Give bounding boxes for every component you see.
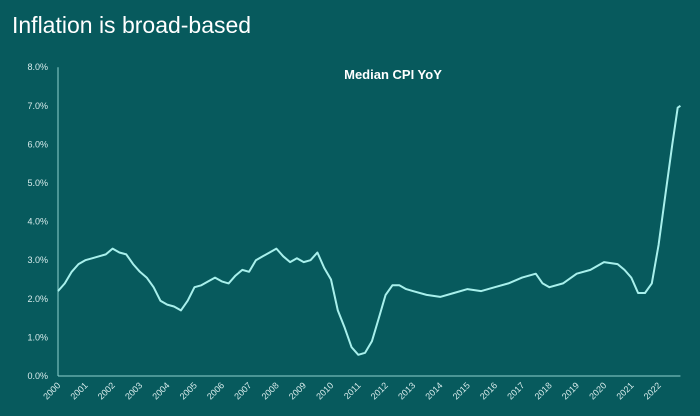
x-tick-label: 2017 bbox=[505, 380, 526, 401]
x-tick-label: 2011 bbox=[342, 380, 363, 401]
series-line bbox=[57, 104, 681, 356]
x-tick-label: 2002 bbox=[96, 380, 117, 401]
x-tick-label: 2022 bbox=[642, 380, 663, 401]
x-tick-label: 2020 bbox=[587, 380, 608, 401]
y-tick-label: 1.0% bbox=[27, 332, 48, 342]
x-tick-label: 2007 bbox=[232, 380, 253, 401]
y-tick-label: 2.0% bbox=[27, 294, 48, 304]
x-tick-label: 2018 bbox=[533, 380, 554, 401]
x-tick-label: 2005 bbox=[178, 380, 199, 401]
x-tick-label: 2016 bbox=[478, 380, 499, 401]
y-tick-label: 5.0% bbox=[27, 178, 48, 188]
x-tick-label: 2008 bbox=[260, 380, 281, 401]
y-tick-label: 6.0% bbox=[27, 139, 48, 149]
chart-title: Median CPI YoY bbox=[344, 67, 442, 82]
x-tick-label: 2003 bbox=[123, 380, 144, 401]
x-tick-label: 2014 bbox=[423, 380, 444, 401]
y-tick-label: 7.0% bbox=[27, 101, 48, 111]
x-tick-label: 2013 bbox=[396, 380, 417, 401]
x-tick-label: 2010 bbox=[314, 380, 335, 401]
x-tick-label: 2012 bbox=[369, 380, 390, 401]
page-title: Inflation is broad-based bbox=[12, 12, 252, 38]
x-tick-label: 2021 bbox=[614, 380, 635, 401]
y-tick-label: 4.0% bbox=[27, 217, 48, 227]
y-tick-label: 0.0% bbox=[27, 371, 48, 381]
y-tick-label: 3.0% bbox=[27, 255, 48, 265]
x-tick-label: 2015 bbox=[451, 380, 472, 401]
x-tick-label: 2006 bbox=[205, 380, 226, 401]
x-tick-label: 2000 bbox=[41, 380, 62, 401]
x-tick-label: 2001 bbox=[68, 380, 89, 401]
y-tick-label: 8.0% bbox=[27, 62, 48, 72]
x-tick-label: 2004 bbox=[150, 380, 171, 401]
x-tick-label: 2019 bbox=[560, 380, 581, 401]
x-tick-label: 2009 bbox=[287, 380, 308, 401]
